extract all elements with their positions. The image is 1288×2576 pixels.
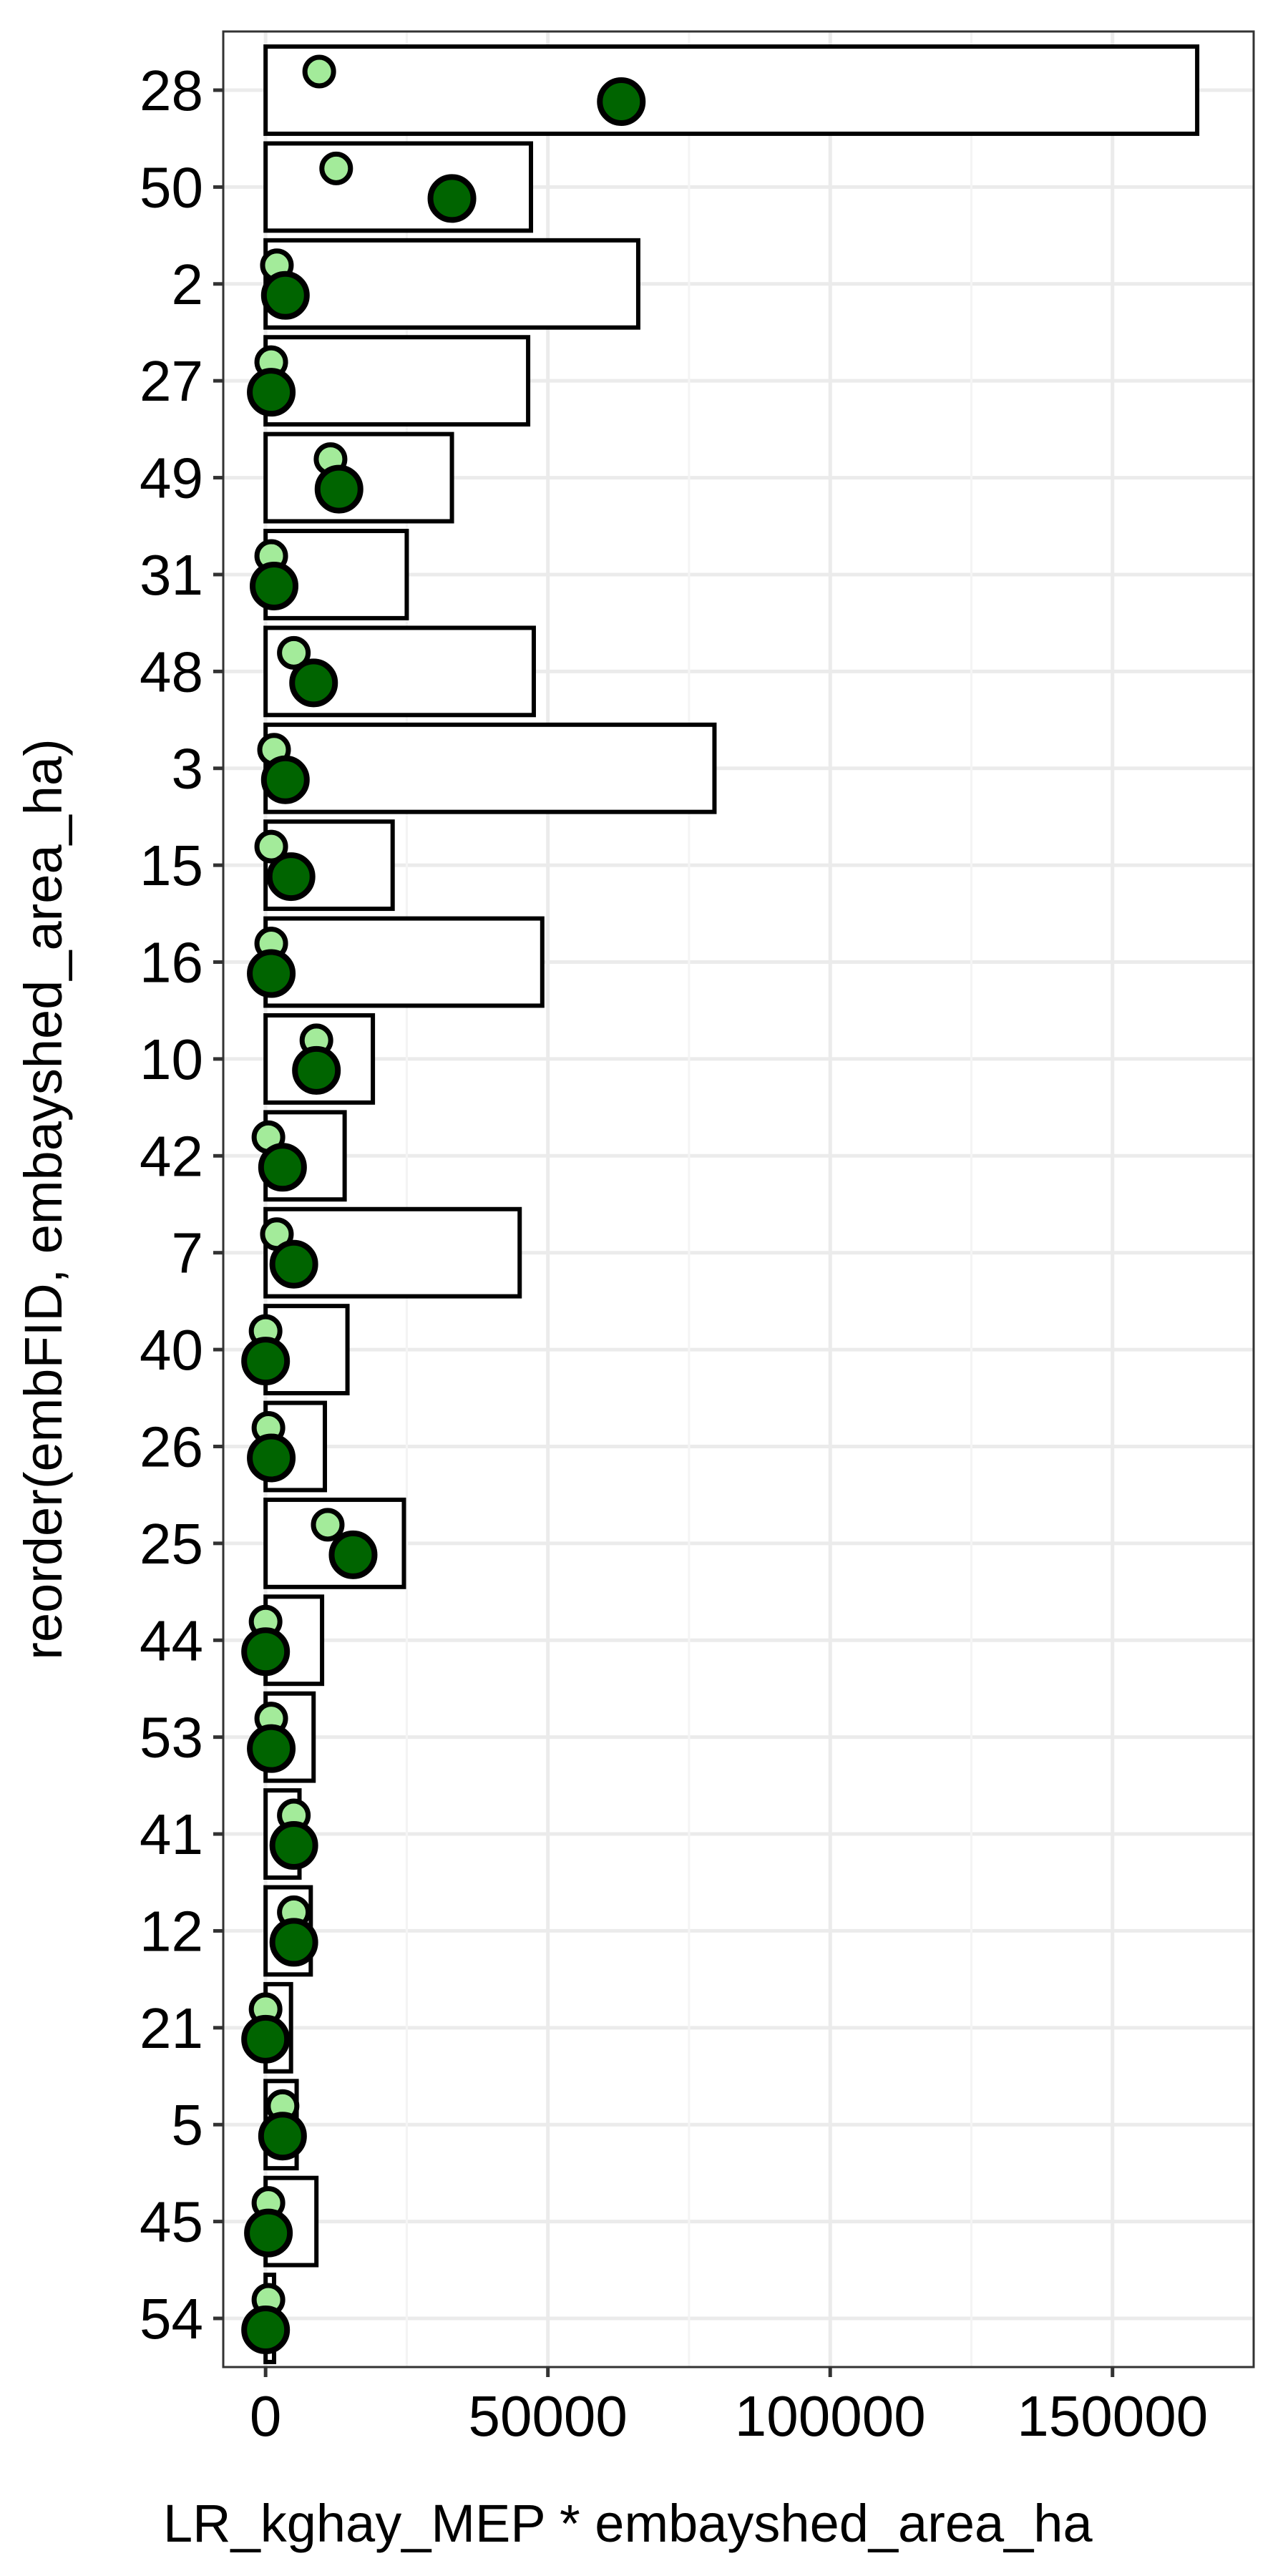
point-dark-green: [266, 852, 316, 902]
y-tick-label: 25: [140, 1512, 203, 1576]
bar: [263, 335, 531, 427]
y-tick-label: 44: [140, 1609, 203, 1672]
y-tick-label: 26: [140, 1415, 203, 1478]
point-dark-green: [241, 1627, 291, 1677]
point-dark-green: [260, 755, 310, 804]
point-light-green: [254, 829, 288, 864]
point-dark-green: [244, 2208, 293, 2258]
point-light-green: [277, 635, 311, 670]
y-tick-label: 53: [140, 1706, 203, 1770]
bar: [263, 238, 640, 330]
bar: [263, 916, 545, 1008]
y-tick-label: 54: [140, 2287, 203, 2351]
y-tick-label: 12: [140, 1899, 203, 1963]
y-tick-label: 31: [140, 543, 203, 607]
y-tick-label: 27: [140, 349, 203, 413]
point-dark-green: [328, 1530, 378, 1579]
bar: [263, 722, 717, 814]
y-tick-label: 15: [140, 834, 203, 897]
y-tick-label: 21: [140, 1996, 203, 2060]
y-tick-label: 50: [140, 155, 203, 219]
y-tick-label: 45: [140, 2190, 203, 2254]
y-tick-label: 3: [172, 737, 204, 801]
y-tick-label: 48: [140, 640, 203, 703]
y-tick-label: 49: [140, 447, 203, 510]
point-dark-green: [250, 561, 299, 610]
point-dark-green: [269, 1918, 318, 1967]
point-dark-green: [241, 2014, 291, 2064]
point-layer: [241, 54, 646, 2354]
y-tick-label: 28: [140, 59, 203, 122]
bar: [263, 44, 1200, 136]
point-dark-green: [258, 2112, 307, 2161]
x-axis-title: LR_kghay_MEP * embayshed_area_ha: [163, 2494, 1093, 2553]
x-tick-label: 0: [250, 2384, 282, 2448]
y-tick-label: 5: [172, 2093, 204, 2157]
x-tick-label: 100000: [735, 2384, 926, 2448]
y-tick-label: 16: [140, 931, 203, 995]
point-dark-green: [241, 1337, 291, 1386]
y-tick-label: 2: [172, 253, 204, 316]
y-tick-label: 7: [172, 1221, 204, 1285]
point-dark-green: [289, 658, 338, 708]
y-axis-title: reorder(embFID, embayshed_area_ha): [14, 738, 73, 1659]
point-dark-green: [269, 1821, 318, 1870]
y-tick-label: 41: [140, 1802, 203, 1866]
point-dark-green: [247, 949, 296, 998]
point-dark-green: [247, 1724, 296, 1773]
point-dark-green: [260, 270, 310, 320]
point-dark-green: [269, 1239, 318, 1289]
bar: [263, 141, 534, 233]
x-tick-label: 50000: [468, 2384, 627, 2448]
point-light-green: [302, 54, 336, 89]
point-dark-green: [292, 1045, 341, 1095]
point-dark-green: [247, 1433, 296, 1483]
y-tick-label: 40: [140, 1318, 203, 1382]
point-dark-green: [247, 368, 296, 417]
y-tick-label: 42: [140, 1124, 203, 1188]
point-light-green: [311, 1508, 345, 1542]
point-dark-green: [258, 1143, 307, 1192]
y-axis: 28 50 2 27 49 31 48 3 15 16 10 42 7 40 26 25 44 53 41 12 21 5…: [140, 59, 223, 2351]
point-dark-green: [597, 77, 646, 126]
point-dark-green: [241, 2306, 291, 2354]
point-dark-green: [427, 174, 477, 223]
x-tick-label: 150000: [1017, 2384, 1208, 2448]
point-dark-green: [314, 464, 364, 514]
panel-border: [222, 30, 1255, 2368]
point-light-green: [319, 151, 353, 185]
x-axis: 0 50000 100000 150000: [250, 2367, 1208, 2448]
y-tick-label: 10: [140, 1028, 203, 1091]
